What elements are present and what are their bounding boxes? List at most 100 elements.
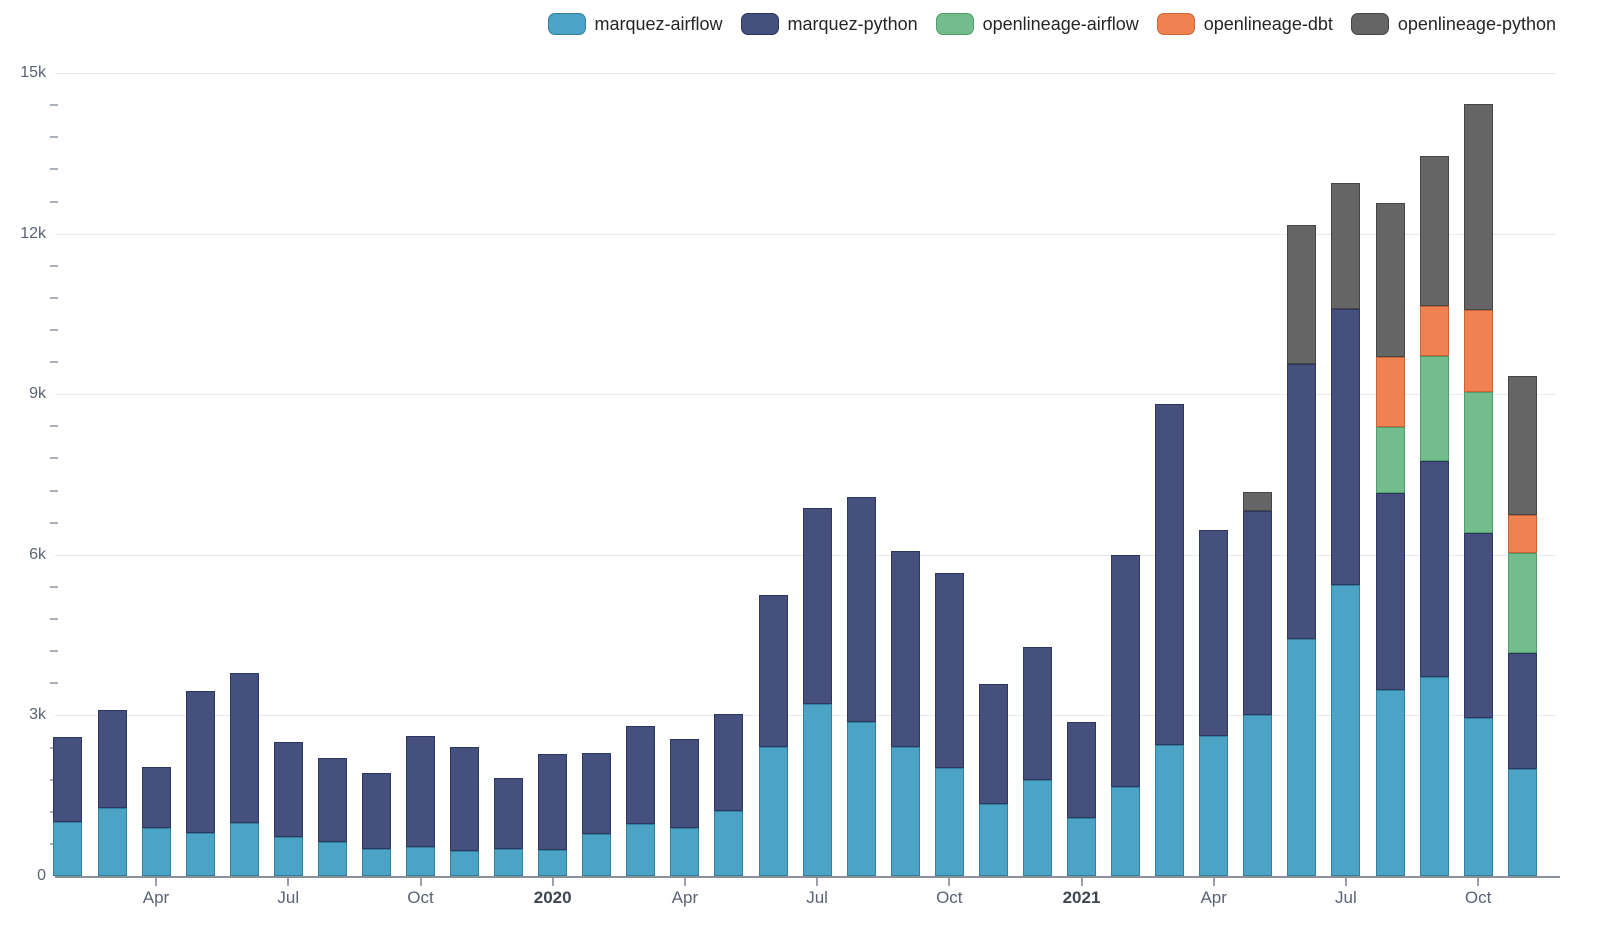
- bar-segment-marquez-airflow[interactable]: [53, 821, 83, 876]
- y-axis-label: 9k: [29, 385, 46, 403]
- bar-segment-marquez-airflow[interactable]: [1419, 676, 1449, 876]
- legend-item-openlineage-python[interactable]: openlineage-python: [1350, 13, 1556, 35]
- y-axis-minor-tick: [50, 200, 58, 203]
- bar-segment-marquez-python[interactable]: [1022, 647, 1052, 781]
- bar-segment-openlineage-dbt[interactable]: [1507, 514, 1537, 553]
- bar-segment-marquez-airflow[interactable]: [1463, 718, 1493, 876]
- legend-item-openlineage-dbt[interactable]: openlineage-dbt: [1156, 13, 1333, 35]
- bar-segment-marquez-python[interactable]: [185, 690, 215, 833]
- bar-segment-marquez-python[interactable]: [1375, 493, 1405, 690]
- bar-segment-marquez-python[interactable]: [1463, 532, 1493, 719]
- bar-segment-marquez-python[interactable]: [670, 739, 700, 829]
- bar-segment-marquez-python[interactable]: [626, 726, 656, 824]
- legend-label: marquez-python: [787, 13, 918, 34]
- bar-segment-marquez-python[interactable]: [450, 747, 479, 852]
- bar-segment-openlineage-python[interactable]: [1463, 103, 1493, 310]
- bar-segment-openlineage-dbt[interactable]: [1463, 309, 1493, 393]
- bar-segment-marquez-python[interactable]: [1155, 404, 1185, 745]
- bar-segment-marquez-airflow[interactable]: [1067, 817, 1096, 876]
- bar-segment-marquez-airflow[interactable]: [97, 807, 127, 876]
- y-axis-minor-tick: [50, 264, 58, 267]
- bar-segment-marquez-airflow[interactable]: [1022, 780, 1052, 876]
- bar-segment-marquez-airflow[interactable]: [626, 823, 656, 876]
- bar-segment-openlineage-airflow[interactable]: [1419, 355, 1449, 461]
- bar-segment-marquez-airflow[interactable]: [1155, 744, 1185, 876]
- bar-segment-marquez-python[interactable]: [361, 773, 391, 849]
- bar-segment-marquez-airflow[interactable]: [273, 837, 303, 876]
- legend-item-marquez-python[interactable]: marquez-python: [740, 13, 918, 35]
- bar-segment-marquez-python[interactable]: [406, 735, 435, 847]
- bar-segment-marquez-python[interactable]: [141, 767, 171, 828]
- bar-segment-openlineage-python[interactable]: [1331, 183, 1361, 309]
- legend-swatch-icon: [935, 13, 974, 35]
- bar-segment-openlineage-python[interactable]: [1287, 224, 1317, 364]
- bar-segment-marquez-python[interactable]: [582, 752, 612, 835]
- bar-segment-marquez-airflow[interactable]: [1199, 735, 1229, 876]
- bar-segment-marquez-python[interactable]: [1419, 460, 1449, 677]
- bar-segment-marquez-airflow[interactable]: [802, 704, 832, 876]
- legend-label: openlineage-dbt: [1203, 13, 1333, 34]
- bar-segment-marquez-airflow[interactable]: [1243, 714, 1273, 876]
- bar-segment-marquez-airflow[interactable]: [1287, 638, 1317, 876]
- bar-segment-marquez-python[interactable]: [273, 742, 303, 838]
- bar-segment-marquez-python[interactable]: [1067, 722, 1096, 818]
- bar-segment-marquez-airflow[interactable]: [890, 746, 920, 876]
- bar-segment-marquez-airflow[interactable]: [582, 834, 612, 876]
- y-axis-minor-tick: [50, 618, 58, 620]
- bar-segment-marquez-airflow[interactable]: [141, 827, 171, 876]
- bar-segment-marquez-airflow[interactable]: [229, 823, 259, 876]
- x-axis-label: Jul: [806, 888, 828, 907]
- bar-segment-marquez-python[interactable]: [53, 736, 83, 822]
- bar-segment-marquez-python[interactable]: [890, 550, 920, 747]
- bar-segment-marquez-airflow[interactable]: [450, 851, 479, 876]
- bar-segment-marquez-python[interactable]: [1507, 653, 1537, 770]
- bar-segment-marquez-airflow[interactable]: [1375, 690, 1405, 876]
- bar-segment-marquez-python[interactable]: [317, 758, 347, 842]
- bar-segment-marquez-airflow[interactable]: [494, 849, 524, 876]
- bar-segment-marquez-airflow[interactable]: [1507, 769, 1537, 876]
- bar-segment-marquez-airflow[interactable]: [361, 849, 391, 876]
- x-axis-label: 2020: [533, 888, 572, 907]
- x-axis-tick: [948, 878, 951, 886]
- legend-item-openlineage-airflow[interactable]: openlineage-airflow: [935, 13, 1139, 35]
- y-axis-label: 6k: [29, 545, 46, 563]
- bar-segment-marquez-airflow[interactable]: [1331, 584, 1361, 876]
- bar-segment-marquez-python[interactable]: [1287, 363, 1317, 639]
- bar-segment-marquez-python[interactable]: [714, 713, 744, 811]
- bar-segment-marquez-python[interactable]: [978, 683, 1008, 804]
- legend-item-marquez-airflow[interactable]: marquez-airflow: [547, 13, 723, 35]
- bar-segment-marquez-airflow[interactable]: [714, 811, 744, 876]
- bar-segment-marquez-python[interactable]: [846, 496, 876, 722]
- bar-segment-marquez-python[interactable]: [758, 595, 788, 748]
- bar-segment-openlineage-airflow[interactable]: [1375, 426, 1405, 494]
- bar-segment-marquez-python[interactable]: [97, 710, 127, 808]
- bar-segment-marquez-python[interactable]: [1111, 555, 1141, 788]
- bar-segment-marquez-python[interactable]: [1331, 308, 1361, 585]
- bar-segment-openlineage-airflow[interactable]: [1507, 552, 1537, 653]
- bar-segment-marquez-airflow[interactable]: [978, 804, 1008, 876]
- bar-segment-openlineage-python[interactable]: [1419, 156, 1449, 306]
- bar-segment-marquez-airflow[interactable]: [406, 846, 435, 876]
- bar-segment-marquez-airflow[interactable]: [538, 850, 568, 876]
- bar-segment-marquez-python[interactable]: [538, 753, 568, 850]
- bar-segment-marquez-airflow[interactable]: [670, 828, 700, 876]
- bar-segment-marquez-python[interactable]: [934, 573, 964, 768]
- bar-segment-openlineage-python[interactable]: [1507, 376, 1537, 515]
- bar-segment-marquez-airflow[interactable]: [934, 767, 964, 876]
- bar-segment-openlineage-python[interactable]: [1243, 492, 1273, 511]
- y-axis-minor-tick: [50, 104, 58, 107]
- bar-segment-openlineage-airflow[interactable]: [1463, 392, 1493, 533]
- bar-segment-marquez-python[interactable]: [802, 507, 832, 705]
- bar-segment-marquez-python[interactable]: [1199, 530, 1229, 736]
- bar-segment-marquez-airflow[interactable]: [758, 747, 788, 876]
- bar-segment-marquez-airflow[interactable]: [846, 721, 876, 876]
- bar-segment-openlineage-python[interactable]: [1375, 203, 1405, 357]
- bar-segment-marquez-python[interactable]: [1243, 510, 1273, 715]
- bar-segment-marquez-python[interactable]: [494, 777, 524, 850]
- bar-segment-openlineage-dbt[interactable]: [1419, 305, 1449, 356]
- bar-segment-openlineage-dbt[interactable]: [1375, 356, 1405, 427]
- bar-segment-marquez-airflow[interactable]: [1111, 787, 1141, 876]
- bar-segment-marquez-airflow[interactable]: [185, 832, 215, 876]
- bar-segment-marquez-python[interactable]: [229, 672, 259, 824]
- bar-segment-marquez-airflow[interactable]: [317, 841, 347, 876]
